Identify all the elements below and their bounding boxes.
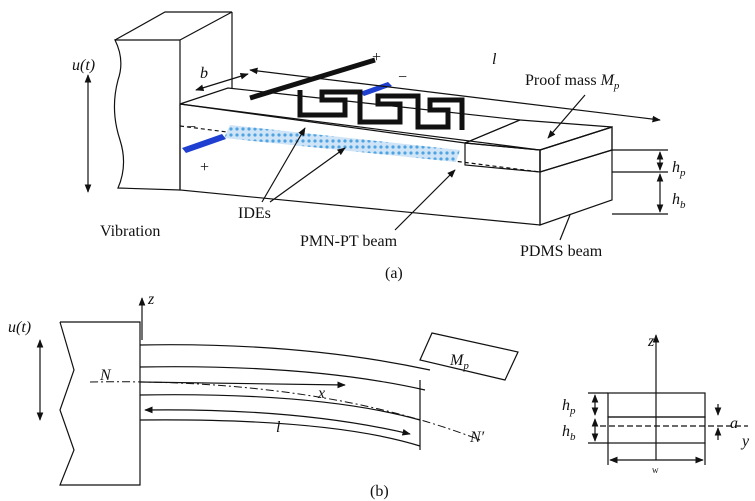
caption-a: (a) [385,265,403,282]
ides-label: IDEs [238,205,271,222]
vibration-label: Vibration [100,223,160,240]
page: + − − + u(t) b l Proof mass Mp hp hb IDE… [0,0,755,501]
sign: − [187,119,196,136]
cross-section: z y hp hb a w [562,333,750,475]
u-label: u(t) [8,319,31,336]
caption-b: (b) [370,483,389,500]
comb-electrode [250,60,462,130]
clamp-front [114,40,180,190]
a-label: a [730,415,738,432]
sign: − [398,69,407,86]
x-axis [140,382,345,385]
hp-label: hp [562,397,576,417]
neutral-axis [90,382,480,440]
b-label: b [200,65,208,82]
proof-mass-label: Proof mass Mp [525,72,620,92]
pdms-label: PDMS beam [520,243,603,260]
part-b: z u(t) N x l N′ Mp (b) [8,291,518,500]
leader [548,95,585,138]
clamp [60,322,140,485]
proof-mass-side [540,127,612,172]
u-label: u(t) [72,57,95,74]
y-label: y [740,433,750,450]
leader [395,170,455,230]
sign: + [372,49,381,66]
electrode [182,134,226,153]
beam-side [540,127,612,225]
clamp-top [115,12,232,40]
l-label: l [492,51,497,68]
beam-edge [140,367,425,390]
n-prime-label: N′ [469,429,485,446]
proof-mass [420,333,518,380]
leader [560,215,570,240]
x-label: x [317,385,325,402]
hb-label: hb [562,423,576,443]
sign: + [200,159,209,176]
w-label: w [652,465,659,475]
l-label: l [276,419,281,436]
z-label: z [147,291,155,308]
n-label: N [99,367,112,384]
part-a: + − − + u(t) b l Proof mass Mp hp hb IDE… [72,12,686,282]
pmnpt-label: PMN-PT beam [300,233,398,250]
z-label: z [647,333,655,350]
beam-edge [140,395,420,420]
leader [270,148,345,202]
ide-bottom [224,125,460,162]
hb-label: hb [672,191,686,211]
figure: + − − + u(t) b l Proof mass Mp hp hb IDE… [0,0,755,501]
hp-label: hp [672,159,686,179]
